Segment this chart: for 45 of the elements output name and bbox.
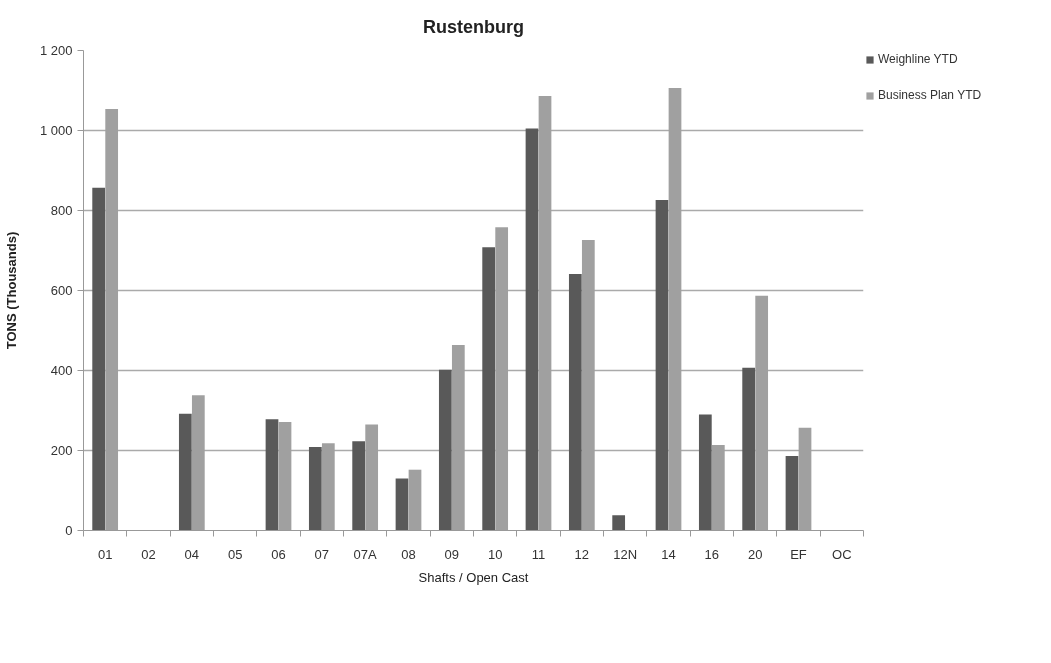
legend-label: Business Plan YTD — [878, 88, 982, 102]
x-tick-label: 07 — [314, 546, 330, 562]
x-tick-label: 02 — [141, 546, 156, 562]
bar — [265, 419, 279, 531]
x-tick-label: 06 — [271, 546, 286, 562]
bar — [568, 274, 582, 531]
x-tick-label: OC — [832, 546, 852, 562]
y-tick-label: 1 200 — [39, 43, 73, 58]
x-tick-label: 04 — [184, 546, 200, 562]
chart-title: Rustenburg — [423, 16, 524, 37]
y-axis-title: TONS (Thousands) — [3, 231, 19, 350]
bar — [92, 187, 106, 531]
x-tick-label: 10 — [487, 546, 503, 562]
bar — [742, 367, 756, 531]
x-tick-label: 01 — [97, 546, 113, 562]
x-tick-label: 14 — [661, 546, 676, 562]
x-tick-label: 12N — [613, 546, 638, 562]
bar — [785, 456, 799, 531]
bar — [395, 478, 409, 531]
bar — [482, 247, 496, 531]
y-tick-label: 1 000 — [39, 123, 73, 138]
x-tick-label: 12 — [574, 546, 590, 562]
bar — [438, 369, 452, 531]
y-tick-label: 800 — [50, 203, 73, 218]
bar — [655, 200, 669, 531]
x-tick-label: 20 — [747, 546, 763, 562]
y-tick-label: 200 — [50, 443, 73, 458]
x-tick-label: 16 — [704, 546, 720, 562]
y-tick-label: 400 — [50, 363, 73, 378]
x-tick-label: 08 — [401, 546, 416, 562]
x-tick-label: EF — [790, 546, 807, 562]
bar — [352, 441, 366, 531]
bar — [308, 446, 322, 531]
y-tick-label: 0 — [65, 523, 73, 538]
x-tick-label: 11 — [531, 546, 546, 562]
bar — [178, 413, 192, 531]
bar — [612, 515, 626, 531]
x-tick-label: 09 — [444, 546, 460, 562]
bar — [525, 128, 539, 531]
bar — [698, 414, 712, 531]
y-tick-label: 600 — [50, 283, 73, 298]
legend-label: Weighline YTD — [878, 52, 958, 66]
x-tick-label: 07A — [353, 546, 378, 562]
x-axis-title: Shafts / Open Cast — [418, 569, 529, 585]
x-tick-label: 05 — [227, 546, 243, 562]
